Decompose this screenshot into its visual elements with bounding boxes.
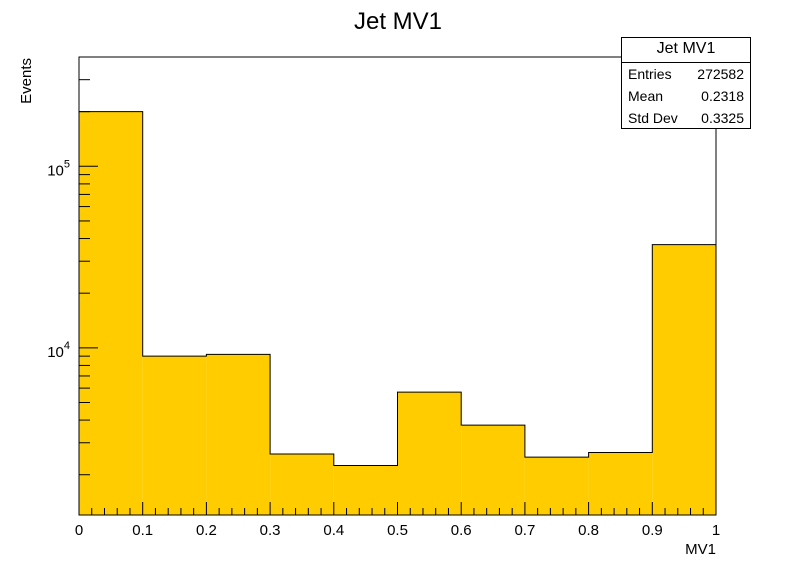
x-tick-label: 0.8 (578, 522, 599, 539)
stats-row-stddev: Std Dev 0.3325 (622, 107, 750, 129)
histogram-bar (461, 425, 525, 515)
y-tick-label: 105 (47, 158, 70, 179)
x-axis-label: MV1 (685, 541, 716, 558)
stats-label: Mean (628, 88, 664, 104)
histogram-bars (78, 111, 717, 515)
x-tick-label: 0.9 (642, 522, 663, 539)
histogram-bar (270, 454, 334, 515)
chart-title: Jet MV1 (354, 8, 442, 35)
x-tick-label: 0.3 (260, 522, 281, 539)
x-axis-ticks: 0 0.1 0.2 0.3 0.4 0.5 0.6 0.7 0.8 0.9 1 (75, 502, 720, 539)
histogram-bar (142, 356, 207, 515)
stats-row-entries: Entries 272582 (622, 63, 750, 85)
histogram-bar (524, 457, 589, 515)
x-tick-label: 0.4 (323, 522, 344, 539)
stats-value: 0.3325 (701, 110, 744, 126)
y-axis-ticks: 104 105 (47, 56, 98, 476)
x-tick-label: 0.5 (387, 522, 408, 539)
stats-row-mean: Mean 0.2318 (622, 85, 750, 107)
histogram-bar (397, 392, 462, 515)
stats-box: Jet MV1 Entries 272582 Mean 0.2318 Std D… (621, 37, 751, 129)
stats-value: 0.2318 (701, 88, 744, 104)
x-tick-label: 0.6 (451, 522, 472, 539)
y-axis-label: Events (18, 58, 35, 104)
stats-title: Jet MV1 (622, 38, 750, 63)
histogram-bar (588, 452, 653, 515)
histogram-bar (333, 465, 398, 515)
stats-value: 272582 (697, 66, 744, 82)
stats-label: Entries (628, 66, 672, 82)
x-tick-label: 0.2 (196, 522, 217, 539)
x-tick-label: 0.7 (514, 522, 535, 539)
y-tick-label: 104 (47, 340, 70, 361)
histogram-bar (652, 244, 716, 515)
histogram-bar (206, 354, 271, 515)
x-tick-label: 0.1 (132, 522, 153, 539)
stats-label: Std Dev (628, 110, 678, 126)
histogram-outline (78, 111, 717, 515)
x-tick-label: 1 (712, 522, 720, 539)
x-tick-label: 0 (75, 522, 83, 539)
histogram-bar (79, 111, 143, 515)
